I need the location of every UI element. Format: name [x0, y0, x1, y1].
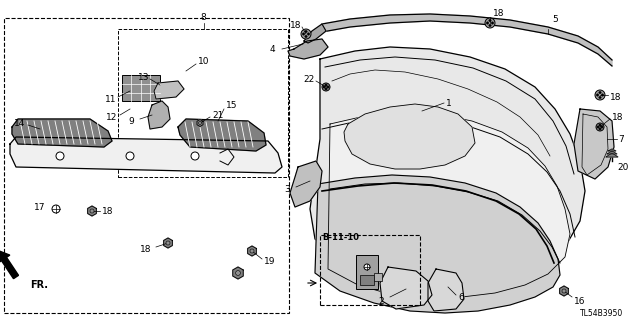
Text: 22: 22: [303, 75, 314, 84]
Text: 4: 4: [270, 44, 276, 54]
Circle shape: [595, 90, 605, 100]
Polygon shape: [290, 161, 322, 207]
Circle shape: [324, 84, 327, 86]
Circle shape: [599, 128, 601, 130]
Text: 14: 14: [14, 118, 26, 128]
Polygon shape: [315, 175, 560, 313]
Text: 1: 1: [446, 99, 452, 108]
Text: 12: 12: [106, 113, 117, 122]
Polygon shape: [606, 153, 618, 157]
Text: 3: 3: [284, 184, 290, 194]
Circle shape: [302, 33, 305, 35]
Circle shape: [489, 24, 492, 27]
Text: 17: 17: [34, 203, 45, 211]
Circle shape: [301, 29, 311, 39]
Text: 18: 18: [610, 93, 621, 101]
Circle shape: [90, 209, 94, 213]
Polygon shape: [12, 119, 112, 147]
Circle shape: [562, 289, 566, 293]
Text: 18: 18: [140, 244, 152, 254]
Circle shape: [56, 152, 64, 160]
Polygon shape: [608, 149, 616, 151]
Circle shape: [596, 126, 599, 128]
Polygon shape: [607, 151, 617, 154]
Circle shape: [601, 126, 604, 128]
Circle shape: [486, 22, 489, 24]
Polygon shape: [310, 47, 585, 291]
Bar: [4, 18, 289, 313]
Bar: [320, 235, 420, 305]
Circle shape: [489, 19, 492, 22]
Text: 2: 2: [378, 296, 383, 306]
Text: 18: 18: [290, 20, 301, 29]
Circle shape: [327, 86, 329, 88]
Circle shape: [599, 96, 601, 99]
Circle shape: [599, 124, 601, 126]
Polygon shape: [178, 119, 266, 151]
Bar: [122, 75, 160, 101]
Polygon shape: [248, 246, 257, 256]
Polygon shape: [428, 269, 464, 311]
Circle shape: [305, 30, 307, 33]
Polygon shape: [233, 267, 243, 279]
Circle shape: [198, 122, 202, 124]
Polygon shape: [148, 101, 170, 129]
Circle shape: [596, 94, 598, 96]
Circle shape: [322, 83, 330, 91]
FancyArrow shape: [0, 251, 19, 279]
Text: 5: 5: [552, 14, 557, 24]
Text: 16: 16: [574, 296, 586, 306]
Circle shape: [236, 271, 241, 275]
Circle shape: [52, 205, 60, 213]
Text: 10: 10: [198, 57, 209, 66]
Bar: [118, 29, 288, 177]
Circle shape: [250, 249, 254, 253]
Text: B-11-10: B-11-10: [322, 233, 359, 241]
Polygon shape: [344, 104, 475, 169]
Text: 7: 7: [618, 135, 624, 144]
Polygon shape: [10, 137, 282, 173]
Circle shape: [596, 123, 604, 131]
Circle shape: [166, 241, 170, 245]
Polygon shape: [322, 14, 612, 66]
Text: 18: 18: [102, 206, 113, 216]
Polygon shape: [559, 286, 568, 296]
Polygon shape: [380, 267, 432, 309]
Bar: [360, 275, 374, 285]
Circle shape: [324, 88, 327, 90]
Polygon shape: [88, 206, 97, 216]
Circle shape: [323, 86, 325, 88]
Text: 18: 18: [612, 113, 623, 122]
Polygon shape: [197, 120, 203, 127]
Text: 15: 15: [226, 100, 237, 109]
Text: 19: 19: [264, 256, 275, 265]
Text: TL54B3950: TL54B3950: [580, 308, 623, 317]
Text: FR.: FR.: [30, 280, 48, 290]
Text: 18: 18: [493, 10, 504, 19]
Polygon shape: [164, 238, 172, 248]
Text: 11: 11: [105, 94, 116, 103]
Polygon shape: [574, 109, 614, 179]
Text: 8: 8: [200, 12, 205, 21]
Circle shape: [492, 22, 493, 24]
Bar: [356, 255, 378, 289]
Bar: [374, 273, 382, 281]
Polygon shape: [304, 24, 326, 43]
Circle shape: [191, 152, 199, 160]
Circle shape: [485, 18, 495, 28]
Circle shape: [364, 264, 370, 270]
Circle shape: [602, 94, 604, 96]
Text: 20: 20: [617, 162, 628, 172]
Polygon shape: [328, 112, 570, 299]
Circle shape: [307, 33, 310, 35]
Circle shape: [599, 91, 601, 94]
Text: 13: 13: [138, 72, 150, 81]
Text: 6: 6: [458, 293, 464, 301]
Text: 9: 9: [128, 116, 134, 125]
Polygon shape: [154, 81, 184, 99]
Circle shape: [126, 152, 134, 160]
Polygon shape: [288, 39, 328, 59]
Circle shape: [305, 35, 307, 38]
Text: 21: 21: [212, 110, 223, 120]
